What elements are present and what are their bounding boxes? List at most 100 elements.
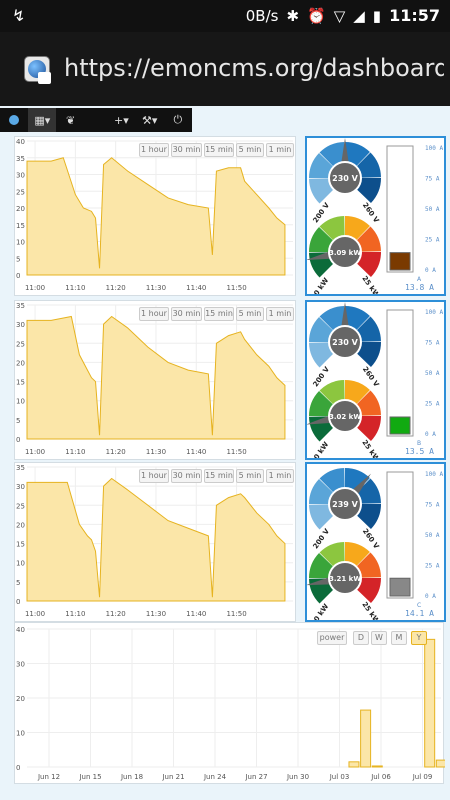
- power-icon[interactable]: ⏻: [173, 113, 183, 126]
- bluetooth-icon: ✱: [286, 6, 300, 25]
- x-tick-label: 11:30: [146, 284, 166, 292]
- y-tick-label: 30: [16, 483, 25, 491]
- x-tick-label: Jun 30: [286, 773, 309, 781]
- energy-bar-chart: 0 10 20 30 40 Jun 12 Jun 15 Jun 18 Jun 21 Jun 24 J…: [16, 626, 447, 781]
- x-tick-label: 11:40: [186, 610, 206, 618]
- current-bar-fill: [389, 252, 411, 271]
- x-tick-label: 11:20: [106, 284, 126, 292]
- time-range-button[interactable]: 15 min: [204, 143, 234, 157]
- y-tick-label: 35: [16, 155, 25, 163]
- voltage-gauge-hub: [328, 325, 362, 359]
- bar-range-button[interactable]: W: [371, 631, 387, 645]
- power-gauge-segment: [345, 542, 370, 568]
- power-line-chart-panel: 0 5 10 15 20 25 30 35 11:00 11:10 11:20 11:30 11:40 1…: [14, 462, 296, 622]
- voltage-gauge-segment: [355, 342, 381, 367]
- power-series-area: [26, 157, 286, 276]
- time-range-button[interactable]: 5 min: [236, 143, 264, 157]
- time-range-button[interactable]: 1 min: [266, 469, 294, 483]
- voltage-gauge-value: 230 V: [332, 338, 358, 347]
- x-tick-label: 11:40: [186, 284, 206, 292]
- y-tick-label: 40: [16, 626, 25, 634]
- y-tick-label: 40: [16, 138, 25, 146]
- alarm-icon: ⏰: [307, 6, 326, 25]
- y-tick-label: 5: [16, 579, 20, 587]
- power-gauge-segment: [319, 380, 345, 407]
- power-gauge-segment: [355, 416, 381, 441]
- power-series-area: [26, 315, 286, 440]
- power-gauge: 3.09 kW 0 kW 25 kW: [305, 216, 381, 299]
- time-range-button[interactable]: 15 min: [204, 469, 234, 483]
- leaf-icon[interactable]: ❦: [65, 113, 76, 127]
- voltage-gauge-segment: [309, 153, 335, 178]
- power-gauge-value: 3.09 kW: [329, 249, 361, 257]
- time-range-button[interactable]: 30 min: [171, 469, 202, 483]
- current-tick-label: 0 A: [425, 593, 436, 600]
- time-range-button[interactable]: 5 min: [236, 307, 264, 321]
- power-gauge-segment: [309, 391, 335, 416]
- current-tick-label: 0 A: [425, 267, 436, 274]
- voltage-gauge-segment: [309, 479, 335, 504]
- x-tick-label: 11:00: [25, 284, 45, 292]
- power-series-area: [26, 477, 286, 602]
- x-tick-label: 11:20: [106, 448, 126, 456]
- y-tick-label: 20: [16, 695, 25, 703]
- current-bar-fill: [389, 577, 411, 597]
- y-tick-label: 5: [16, 255, 20, 263]
- power-gauge-segment: [309, 553, 335, 578]
- energy-bar: [348, 761, 360, 768]
- current-phase-label: C: [417, 602, 421, 609]
- voltage-gauge-segment: [354, 152, 381, 178]
- time-range-button[interactable]: 30 min: [171, 143, 202, 157]
- time-range-button[interactable]: 1 min: [266, 143, 294, 157]
- time-range-button[interactable]: 1 hour: [139, 143, 169, 157]
- lock-icon: [38, 72, 51, 84]
- y-tick-label: 15: [16, 222, 25, 230]
- time-range-button[interactable]: 1 min: [266, 307, 294, 321]
- plus-menu-icon[interactable]: +▾: [114, 113, 129, 127]
- voltage-gauge-segment: [309, 178, 336, 204]
- current-tick-label: 25 A: [425, 237, 440, 244]
- energy-bar-chart-panel: 0 10 20 30 40 Jun 12 Jun 15 Jun 18 Jun 21 Jun 24 J…: [14, 622, 447, 784]
- power-gauge-max: 25 kW: [360, 438, 381, 458]
- bar-range-button[interactable]: Y: [411, 631, 427, 645]
- wrench-menu-icon[interactable]: ⚒▾: [141, 113, 158, 127]
- site-favicon-icon: [24, 56, 50, 82]
- network-speed: 0B/s: [245, 6, 279, 25]
- current-bar-frame: [386, 309, 414, 437]
- gauge-panel: 239 V 200 V 260 V 3.21 kW 0 kW 25 kW 100 A 75 A…: [305, 462, 446, 625]
- status-bar: ↯ 0B/s ✱ ⏰ ▽ ◢ ▮ 11:57: [0, 0, 450, 32]
- time-range-button[interactable]: 1 hour: [139, 307, 169, 321]
- power-gauge-segment: [319, 542, 345, 569]
- current-tick-label: 75 A: [425, 340, 440, 347]
- bar-range-button[interactable]: M: [391, 631, 407, 645]
- power-gauge-segment: [355, 578, 381, 603]
- grid-menu-icon[interactable]: ▦▾: [28, 108, 57, 132]
- voltage-gauge-value: 230 V: [332, 174, 358, 183]
- y-tick-label: 0: [16, 598, 20, 606]
- y-tick-label: 10: [16, 398, 25, 406]
- power-gauge: 3.21 kW 0 kW 25 kW: [305, 542, 381, 625]
- voltage-gauge-segment: [319, 306, 345, 333]
- y-tick-label: 0: [16, 436, 20, 444]
- browser-url-bar[interactable]: https://emoncms.org/dashboard/view: [0, 32, 450, 106]
- power-gauge-value: 3.21 kW: [329, 575, 361, 583]
- voltage-gauge-segment: [309, 317, 335, 342]
- x-tick-label: 11:20: [106, 610, 126, 618]
- bar-range-button[interactable]: D: [353, 631, 369, 645]
- voltage-gauge-segment: [354, 316, 381, 342]
- time-range-button[interactable]: 30 min: [171, 307, 202, 321]
- time-range-button[interactable]: 1 hour: [139, 469, 169, 483]
- y-tick-label: 30: [16, 661, 25, 669]
- power-line-chart-panel: 0 5 10 15 20 25 30 35 40 11:00 11:10 11:20 11:30 11:4…: [14, 136, 296, 296]
- clock: 11:57: [389, 6, 440, 25]
- logo-icon[interactable]: [0, 108, 28, 132]
- y-tick-label: 35: [16, 464, 25, 472]
- power-gauge-segment: [345, 216, 370, 242]
- bar-range-button[interactable]: power: [317, 631, 347, 645]
- voltage-gauge-segment: [309, 342, 336, 368]
- time-range-button[interactable]: 15 min: [204, 307, 234, 321]
- time-range-button[interactable]: 5 min: [236, 469, 264, 483]
- power-gauge-segment: [355, 252, 381, 277]
- url-text[interactable]: https://emoncms.org/dashboard/view: [64, 54, 444, 82]
